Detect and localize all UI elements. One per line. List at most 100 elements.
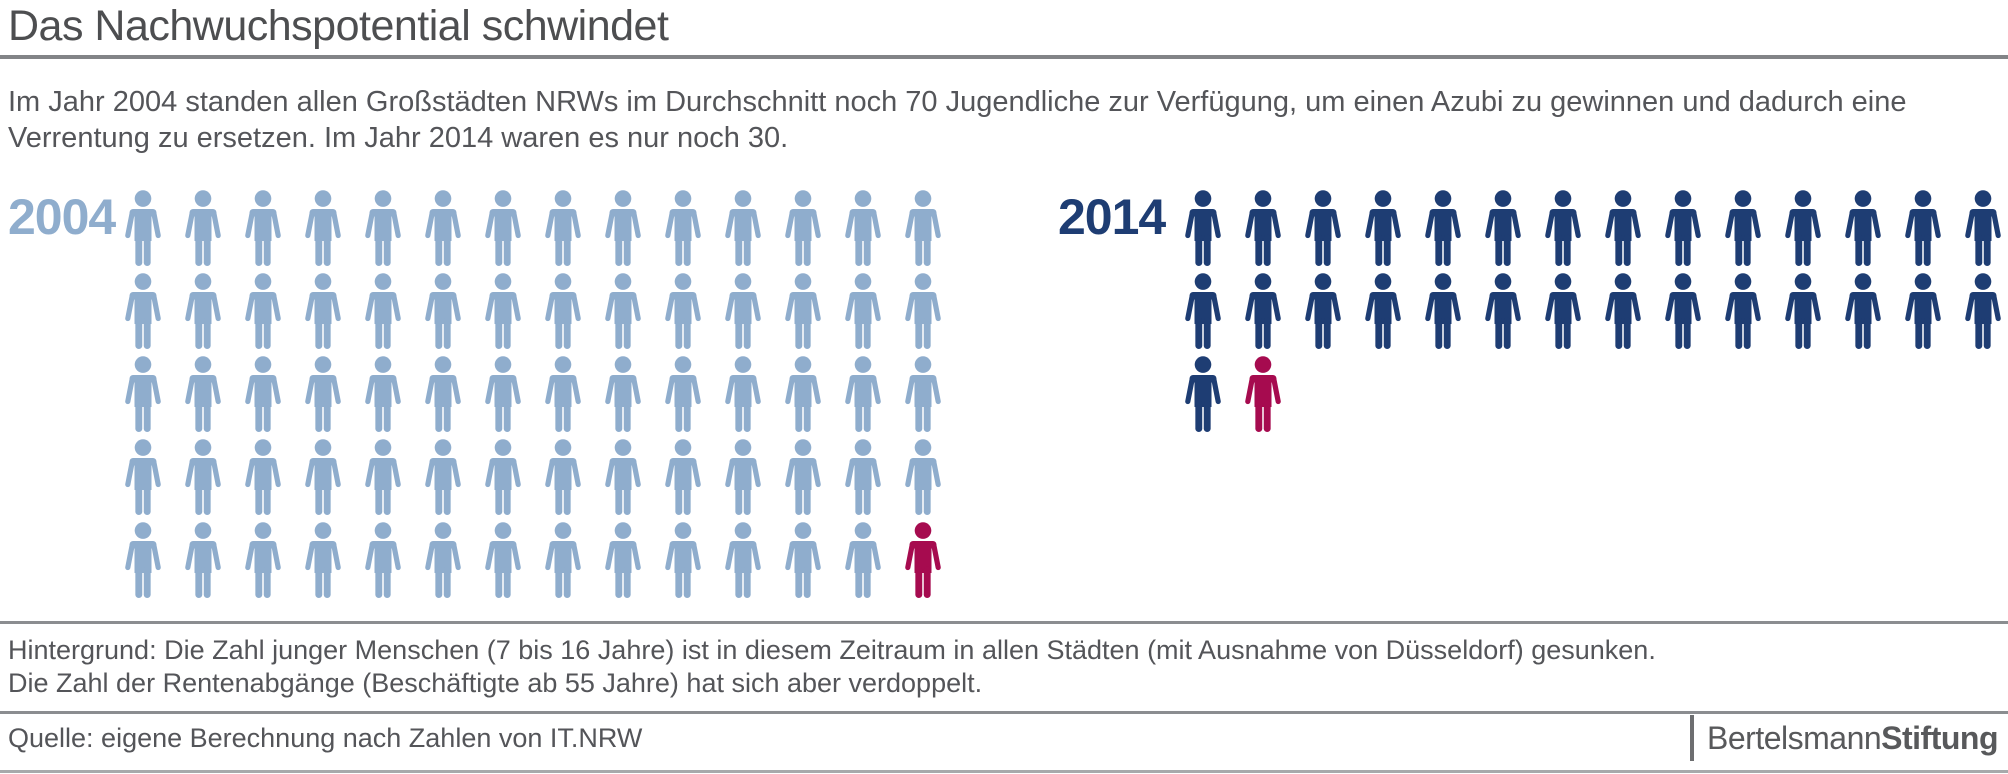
person-icon xyxy=(1602,190,1644,268)
person-icon xyxy=(242,522,284,600)
person-icon xyxy=(362,190,404,268)
person-icon xyxy=(782,522,824,600)
person-icon xyxy=(1482,273,1524,351)
pictogram-grid-2014 xyxy=(1182,190,2008,439)
person-icon xyxy=(602,190,644,268)
person-icon xyxy=(782,356,824,434)
person-icon xyxy=(482,522,524,600)
person-icon xyxy=(842,522,884,600)
person-icon xyxy=(242,273,284,351)
person-icon xyxy=(1182,190,1224,268)
person-icon xyxy=(182,356,224,434)
person-icon xyxy=(782,190,824,268)
person-icon xyxy=(1422,273,1464,351)
person-icon xyxy=(842,190,884,268)
person-icon xyxy=(602,356,644,434)
person-icon xyxy=(242,356,284,434)
person-icon xyxy=(182,439,224,517)
bottom-border-line xyxy=(0,770,2008,773)
footnote-divider-line xyxy=(0,621,2008,624)
logo-divider-bar xyxy=(1690,715,1695,761)
person-icon xyxy=(782,273,824,351)
person-icon xyxy=(482,439,524,517)
person-icon xyxy=(122,190,164,268)
person-icon xyxy=(1902,190,1944,268)
source-divider-line xyxy=(0,711,2008,714)
intro-text: Im Jahr 2004 standen allen Großstädten N… xyxy=(8,84,1906,156)
logo-name: Bertelsmann xyxy=(1707,719,1882,756)
person-icon xyxy=(1782,190,1824,268)
person-icon xyxy=(602,273,644,351)
person-icon xyxy=(482,356,524,434)
person-icon xyxy=(662,273,704,351)
person-icon xyxy=(1482,190,1524,268)
person-icon xyxy=(482,273,524,351)
person-icon xyxy=(662,190,704,268)
person-icon xyxy=(302,356,344,434)
person-icon xyxy=(662,356,704,434)
person-icon xyxy=(1362,190,1404,268)
person-icon xyxy=(182,273,224,351)
person-icon xyxy=(1902,273,1944,351)
person-icon xyxy=(182,190,224,268)
person-icon xyxy=(542,356,584,434)
person-icon-highlight xyxy=(902,522,944,600)
person-icon xyxy=(1422,190,1464,268)
person-icon xyxy=(662,439,704,517)
title-divider-line xyxy=(0,55,2008,59)
person-icon xyxy=(1542,190,1584,268)
person-icon xyxy=(902,356,944,434)
person-icon xyxy=(782,439,824,517)
person-icon xyxy=(1842,190,1884,268)
logo-suffix: Stiftung xyxy=(1881,719,1998,756)
year-label-2014: 2014 xyxy=(1058,189,1166,245)
footnote-text: Hintergrund: Die Zahl junger Menschen (7… xyxy=(8,634,1656,700)
intro-line-2: Verrentung zu ersetzen. Im Jahr 2014 war… xyxy=(8,122,789,154)
person-icon xyxy=(722,356,764,434)
person-icon xyxy=(542,439,584,517)
person-icon xyxy=(902,439,944,517)
person-icon-highlight xyxy=(1242,356,1284,434)
person-icon xyxy=(302,522,344,600)
person-icon xyxy=(122,356,164,434)
person-icon xyxy=(302,190,344,268)
footnote-line-1: Hintergrund: Die Zahl junger Menschen (7… xyxy=(8,635,1656,665)
person-icon xyxy=(362,522,404,600)
person-icon xyxy=(362,356,404,434)
person-icon xyxy=(1662,273,1704,351)
person-icon xyxy=(482,190,524,268)
person-icon xyxy=(122,522,164,600)
person-icon xyxy=(362,439,404,517)
person-icon xyxy=(362,273,404,351)
person-icon xyxy=(902,273,944,351)
person-icon xyxy=(1362,273,1404,351)
person-icon xyxy=(182,522,224,600)
person-icon xyxy=(1242,190,1284,268)
pictogram-grid-2004 xyxy=(122,190,962,605)
person-icon xyxy=(1182,273,1224,351)
person-icon xyxy=(1302,190,1344,268)
person-icon xyxy=(1962,273,2004,351)
person-icon xyxy=(902,190,944,268)
person-icon xyxy=(122,439,164,517)
person-icon xyxy=(422,356,464,434)
person-icon xyxy=(602,439,644,517)
person-icon xyxy=(242,190,284,268)
person-icon xyxy=(422,190,464,268)
person-icon xyxy=(1542,273,1584,351)
person-icon xyxy=(302,273,344,351)
person-icon xyxy=(122,273,164,351)
person-icon xyxy=(842,356,884,434)
person-icon xyxy=(662,522,704,600)
person-icon xyxy=(422,522,464,600)
person-icon xyxy=(542,522,584,600)
person-icon xyxy=(1662,190,1704,268)
year-label-2004: 2004 xyxy=(8,189,116,245)
person-icon xyxy=(422,439,464,517)
page-title: Das Nachwuchspotential schwindet xyxy=(8,2,669,50)
person-icon xyxy=(602,522,644,600)
person-icon xyxy=(722,273,764,351)
person-icon xyxy=(1782,273,1824,351)
person-icon xyxy=(722,439,764,517)
bertelsmann-stiftung-logo: BertelsmannStiftung xyxy=(1690,715,1998,761)
